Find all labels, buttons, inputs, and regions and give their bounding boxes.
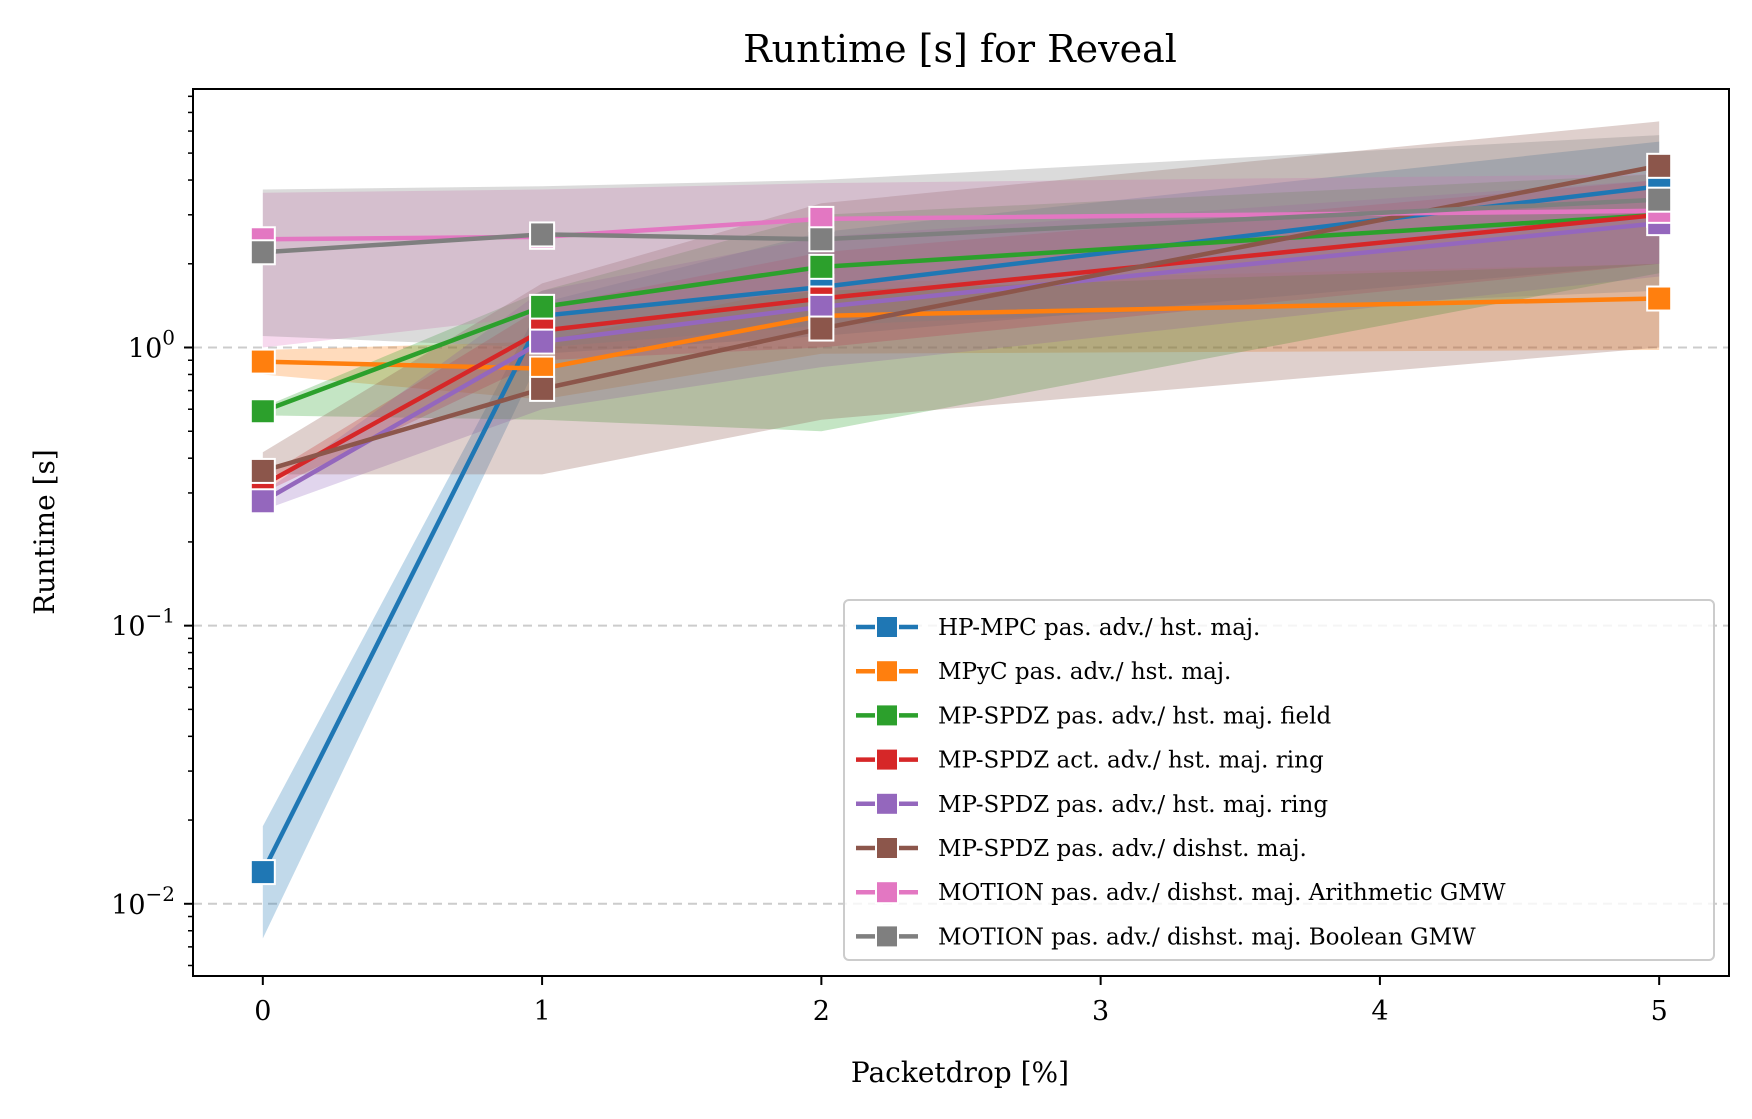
legend-label: MP-SPDZ act. adv./ hst. maj. ring — [938, 748, 1324, 774]
y-tick-exponent: −1 — [146, 604, 175, 628]
legend-marker — [875, 703, 899, 728]
series-line — [262, 212, 1660, 414]
plot-frame — [192, 88, 1730, 977]
y-tick-base: 10 — [111, 890, 145, 921]
confidence-band — [262, 121, 1660, 475]
y-tick-exponent: 0 — [162, 326, 175, 350]
y-tick-exponent: −2 — [146, 882, 175, 906]
legend-label: MOTION pas. adv./ dishst. maj. Boolean G… — [938, 924, 1476, 950]
data-point — [808, 226, 835, 253]
legend-box — [843, 599, 1715, 961]
legend-label: MP-SPDZ pas. adv./ hst. maj. field — [938, 703, 1332, 729]
legend-marker — [875, 836, 899, 860]
legend-marker — [875, 880, 899, 905]
series-line — [262, 163, 1660, 474]
series-line — [261, 212, 1660, 488]
y-tick-base: 10 — [128, 334, 162, 365]
data-point — [249, 457, 276, 484]
data-point — [529, 375, 556, 402]
data-point — [249, 239, 276, 266]
legend-marker — [875, 747, 899, 772]
legend-label: MP-SPDZ pas. adv./ hst. maj. ring — [938, 792, 1328, 818]
y-tick-label: 10−1 — [111, 604, 175, 643]
series-markers — [249, 152, 1673, 886]
data-point — [808, 315, 835, 342]
series-line — [262, 208, 1660, 242]
data-point — [808, 253, 835, 280]
data-point — [529, 328, 556, 355]
data-point — [529, 293, 556, 320]
series-line — [262, 197, 1660, 255]
y-axis-label: Runtime [s] — [28, 449, 61, 615]
x-tick-label: 4 — [1371, 996, 1388, 1027]
x-axis-ticks: 0 1 2 3 4 5 — [254, 976, 1668, 1027]
chart-title: Runtime [s] for Reveal — [743, 27, 1177, 71]
confidence-band — [262, 180, 1660, 511]
y-tick-label: 100 — [128, 326, 175, 365]
x-tick-label: 0 — [254, 996, 271, 1027]
x-tick-label: 1 — [533, 996, 550, 1027]
data-point — [1646, 152, 1673, 179]
series-line — [261, 220, 1660, 504]
legend-marker — [875, 791, 899, 816]
x-tick-label: 5 — [1651, 996, 1668, 1027]
legend-marker — [875, 615, 899, 639]
data-point — [808, 293, 835, 320]
confidence-band — [262, 141, 1660, 939]
legend-label: MPyC pas. adv./ hst. maj. — [938, 659, 1231, 685]
data-point — [1646, 186, 1673, 213]
x-tick-label: 3 — [1092, 996, 1109, 1027]
series-line — [260, 184, 1660, 874]
x-tick-label: 2 — [813, 996, 830, 1027]
legend-marker — [875, 659, 899, 684]
legend-label: HP-MPC pas. adv./ hst. maj. — [938, 615, 1260, 641]
confidence-band — [262, 263, 1660, 400]
data-point — [249, 488, 276, 515]
series-lines — [260, 163, 1660, 874]
y-tick-base: 10 — [111, 612, 145, 643]
legend-label: MP-SPDZ pas. adv./ dishst. maj. — [938, 836, 1307, 862]
y-tick-label: 10−2 — [111, 882, 175, 921]
legend-marker — [875, 924, 899, 949]
data-point — [1646, 285, 1673, 312]
data-point — [529, 221, 556, 248]
data-point — [249, 398, 276, 425]
data-point — [249, 859, 276, 886]
data-point — [249, 348, 276, 375]
confidence-band — [262, 135, 1660, 348]
legend: HP-MPC pas. adv./ hst. maj. MPyC pas. adv… — [843, 599, 1715, 961]
legend-label: MOTION pas. adv./ dishst. maj. Arithmeti… — [938, 880, 1506, 906]
series-line — [262, 296, 1660, 371]
x-axis-label: Packetdrop [%] — [851, 1056, 1069, 1089]
